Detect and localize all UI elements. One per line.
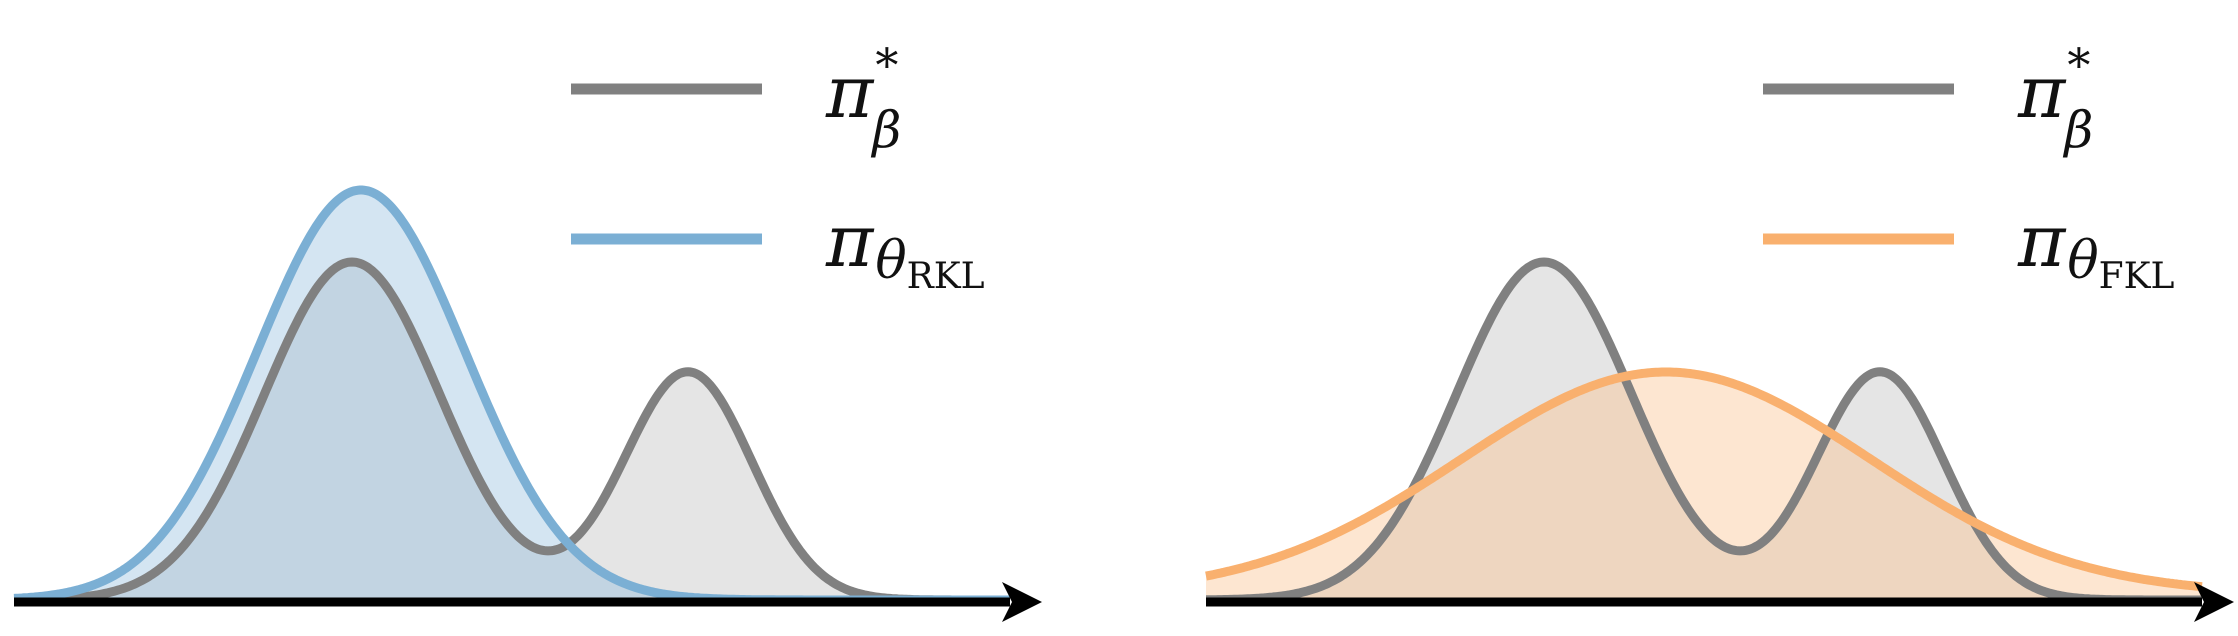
panel-reverse-kl: π* β πθRKL — [13, 38, 1042, 622]
legend-label-target: π* β — [2017, 38, 2093, 159]
x-axis-arrowhead — [2194, 582, 2234, 622]
x-axis — [14, 582, 1042, 622]
target-distribution-curve — [1206, 257, 2202, 605]
target-distribution-curve — [14, 257, 1010, 605]
model-distribution-curve — [1205, 367, 2203, 592]
panel-forward-kl: π* β πθFKL — [1205, 38, 2234, 622]
legend-label-target: π* β — [825, 38, 901, 159]
legend: π* β πθFKL — [1763, 38, 2175, 297]
legend-label-model: πθRKL — [825, 199, 985, 297]
x-axis — [1206, 582, 2234, 622]
legend: π* β πθRKL — [571, 38, 985, 297]
x-axis-arrowhead — [1002, 582, 1042, 622]
legend-label-model: πθFKL — [2017, 199, 2175, 297]
